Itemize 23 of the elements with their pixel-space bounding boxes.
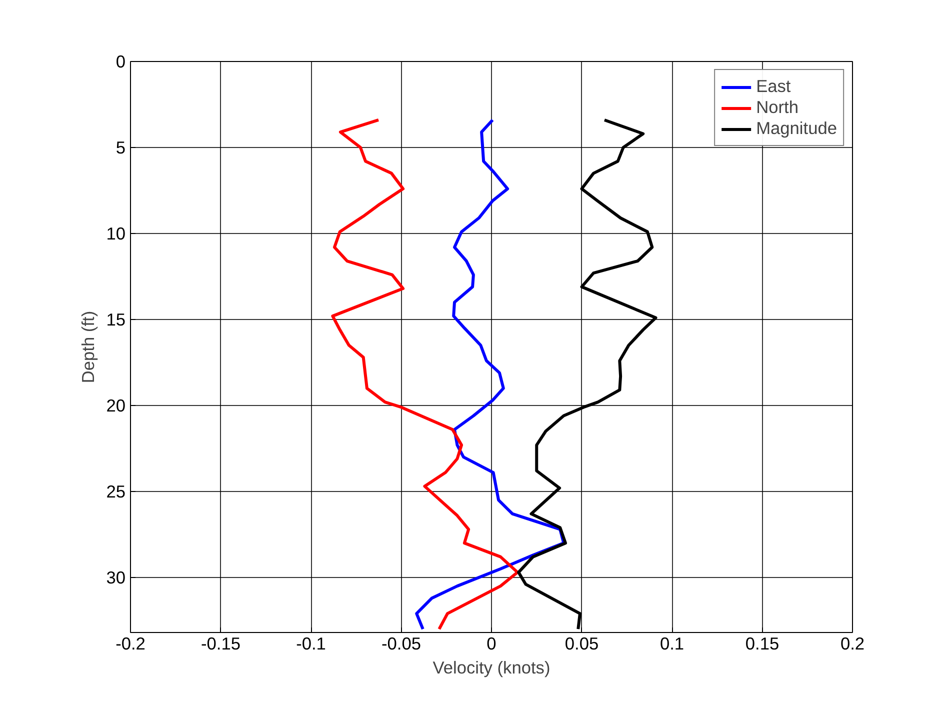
y-tick-label: 0 [116, 52, 126, 72]
x-tick-label: 0.15 [745, 634, 780, 654]
y-tick-label: 15 [106, 309, 126, 330]
y-axis-title: Depth (ft) [78, 310, 98, 384]
x-tick-label: 0.1 [660, 634, 684, 654]
y-tick-label: 10 [106, 223, 126, 244]
x-tick-label: 0.2 [840, 634, 865, 654]
legend-label: East [756, 76, 791, 97]
x-tick-label: 0 [486, 634, 496, 654]
legend-label: North [756, 97, 798, 118]
x-tick-label: -0.2 [116, 634, 146, 654]
x-tick-label: -0.15 [201, 634, 240, 654]
y-tick-label: 20 [106, 395, 126, 416]
x-tick-label: 0.05 [564, 634, 599, 654]
y-tick-label: 25 [106, 481, 126, 502]
x-tick-label: -0.1 [296, 634, 326, 654]
line-series [331, 118, 519, 631]
x-axis-title: Velocity (knots) [432, 658, 550, 678]
y-tick-label: 5 [116, 137, 126, 158]
x-tick-label: -0.05 [382, 634, 421, 654]
y-tick-label: 30 [106, 567, 126, 588]
legend-label: Magnitude [756, 118, 837, 139]
line-series [415, 118, 566, 631]
